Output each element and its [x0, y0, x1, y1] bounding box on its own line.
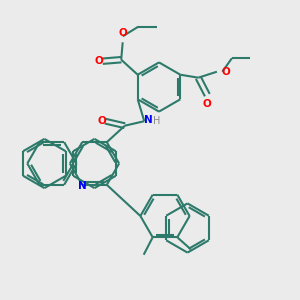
Text: O: O	[97, 116, 106, 126]
Text: O: O	[221, 67, 230, 77]
Text: H: H	[153, 116, 161, 126]
Text: O: O	[203, 99, 212, 109]
Text: N: N	[78, 181, 87, 191]
Text: N: N	[144, 115, 153, 125]
Text: O: O	[94, 56, 103, 66]
Text: O: O	[118, 28, 127, 38]
